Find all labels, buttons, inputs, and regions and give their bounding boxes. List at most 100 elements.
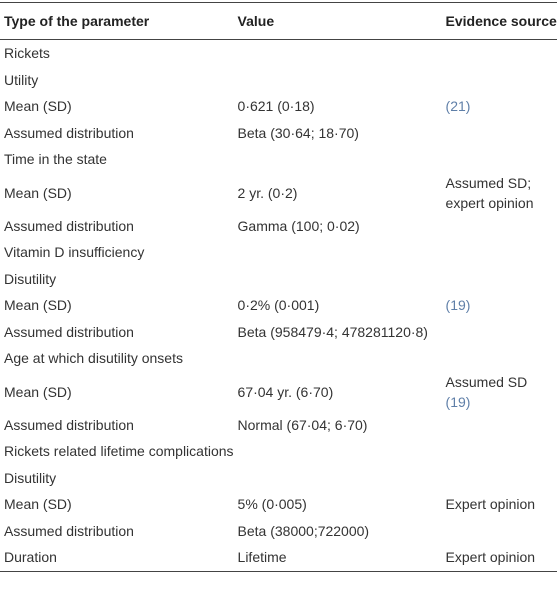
evidence-cell xyxy=(442,438,557,465)
value-cell xyxy=(234,438,442,465)
value-cell: Gamma (100; 0·02) xyxy=(234,213,442,240)
parameter-cell: Assumed distribution xyxy=(0,412,234,439)
value-text: Normal (67·04; 6·70) xyxy=(237,416,368,433)
evidence-cell xyxy=(442,345,557,372)
evidence-cell xyxy=(442,518,557,545)
table-row: Disutility xyxy=(0,465,557,492)
table-row: Mean (SD) 2 yr. (0·2) Assumed SD; expert o… xyxy=(0,173,557,213)
evidence-text: Expert opinion xyxy=(445,496,536,513)
value-cell: Lifetime xyxy=(234,544,442,571)
evidence-cell xyxy=(442,412,557,439)
parameter-text: Assumed distribution xyxy=(4,124,134,141)
value-text: 0·2% (0·001) xyxy=(237,297,320,314)
value-cell xyxy=(234,345,442,372)
evidence-cell: Assumed SD (19) xyxy=(442,372,557,412)
table-row: Assumed distribution Beta (38000;722000) xyxy=(0,518,557,545)
parameter-cell: Duration xyxy=(0,544,234,571)
evidence-cell xyxy=(442,40,557,67)
value-cell: 67·04 yr. (6·70) xyxy=(234,372,442,412)
value-cell: 5% (0·005) xyxy=(234,491,442,518)
evidence-cell xyxy=(442,213,557,240)
value-text: Lifetime xyxy=(237,549,287,566)
value-text: Beta (38000;722000) xyxy=(237,522,370,539)
parameter-text: Vitamin D insufficiency xyxy=(4,244,145,261)
value-text: 0·621 (0·18) xyxy=(237,98,315,115)
parameter-cell: Rickets related lifetime complications xyxy=(0,438,234,465)
table-row: Rickets xyxy=(0,40,557,67)
value-cell xyxy=(234,67,442,94)
parameter-text: Mean (SD) xyxy=(4,297,72,314)
parameter-text: Assumed distribution xyxy=(4,522,134,539)
value-cell: 0·621 (0·18) xyxy=(234,93,442,120)
table-row: Assumed distribution Beta (958479·4; 4782… xyxy=(0,319,557,346)
table-row: Vitamin D insufficiency xyxy=(0,239,557,266)
table-header: Type of the parameter Value Evidence sourc… xyxy=(0,2,557,40)
reference-link: (19) xyxy=(445,393,471,410)
parameter-text: Disutility xyxy=(4,469,57,486)
evidence-cell xyxy=(442,120,557,147)
parameter-cell: Mean (SD) xyxy=(0,292,234,319)
parameter-cell: Age at which disutility onsets xyxy=(0,345,234,372)
value-cell xyxy=(234,146,442,173)
parameter-text: Time in the state xyxy=(4,151,107,168)
parameter-text: Mean (SD) xyxy=(4,98,72,115)
parameter-cell: Disutility xyxy=(0,266,234,293)
parameter-cell: Disutility xyxy=(0,465,234,492)
evidence-cell xyxy=(442,67,557,94)
column-header: Value xyxy=(237,13,275,29)
evidence-cell: Assumed SD; expert opinion xyxy=(442,173,557,213)
parameter-text: Mean (SD) xyxy=(4,496,72,513)
header-row: Type of the parameter Value Evidence sourc… xyxy=(0,2,557,40)
value-text: Beta (30·64; 18·70) xyxy=(237,124,359,141)
value-text: Beta (958479·4; 478281120·8) xyxy=(237,323,428,340)
evidence-cell: (19) xyxy=(442,292,557,319)
parameter-text: Mean (SD) xyxy=(4,184,72,201)
evidence-cell xyxy=(442,319,557,346)
parameter-text: Duration xyxy=(4,549,57,566)
evidence-cell xyxy=(442,146,557,173)
value-cell: Beta (38000;722000) xyxy=(234,518,442,545)
value-cell: Beta (30·64; 18·70) xyxy=(234,120,442,147)
value-text: 67·04 yr. (6·70) xyxy=(237,383,334,400)
parameter-cell: Rickets xyxy=(0,40,234,67)
table-row: Mean (SD) 0·2% (0·001) (19) xyxy=(0,292,557,319)
parameter-text: Utility xyxy=(4,71,39,88)
value-cell xyxy=(234,465,442,492)
evidence-cell: Expert opinion xyxy=(442,544,557,571)
parameter-text: Disutility xyxy=(4,270,57,287)
parameter-cell: Assumed distribution xyxy=(0,319,234,346)
parameter-text: Mean (SD) xyxy=(4,383,72,400)
parameter-text: Assumed distribution xyxy=(4,217,134,234)
table-row: Utility xyxy=(0,67,557,94)
value-cell xyxy=(234,239,442,266)
column-header: Type of the parameter xyxy=(4,13,150,29)
evidence-text: Assumed SD; expert opinion xyxy=(445,174,534,211)
evidence-cell xyxy=(442,465,557,492)
table-row: Mean (SD) 5% (0·005) Expert opinion xyxy=(0,491,557,518)
value-cell xyxy=(234,266,442,293)
value-text: Gamma (100; 0·02) xyxy=(237,217,360,234)
parameter-table: Type of the parameter Value Evidence sourc… xyxy=(0,2,557,572)
evidence-cell: Expert opinion xyxy=(442,491,557,518)
parameter-cell: Time in the state xyxy=(0,146,234,173)
evidence-cell xyxy=(442,266,557,293)
parameter-cell: Mean (SD) xyxy=(0,93,234,120)
parameter-cell: Assumed distribution xyxy=(0,120,234,147)
parameter-cell: Mean (SD) xyxy=(0,372,234,412)
parameter-cell: Assumed distribution xyxy=(0,213,234,240)
table-row: Mean (SD) 67·04 yr. (6·70) Assumed SD (19) xyxy=(0,372,557,412)
parameter-text: Assumed distribution xyxy=(4,323,134,340)
value-text: 5% (0·005) xyxy=(237,496,307,513)
table-row: Rickets related lifetime complications xyxy=(0,438,557,465)
table-body: Rickets Utility Mean (SD) 0·621 (0·18) (21) A… xyxy=(0,40,557,571)
value-cell: Beta (958479·4; 478281120·8) xyxy=(234,319,442,346)
value-text: 2 yr. (0·2) xyxy=(237,184,298,201)
evidence-cell: (21) xyxy=(442,93,557,120)
table-row: Assumed distribution Beta (30·64; 18·70) xyxy=(0,120,557,147)
parameter-cell: Mean (SD) xyxy=(0,173,234,213)
column-header: Evidence source xyxy=(445,13,557,29)
parameter-cell: Assumed distribution xyxy=(0,518,234,545)
reference-link: (21) xyxy=(445,98,471,115)
evidence-text: Assumed SD xyxy=(445,373,528,390)
